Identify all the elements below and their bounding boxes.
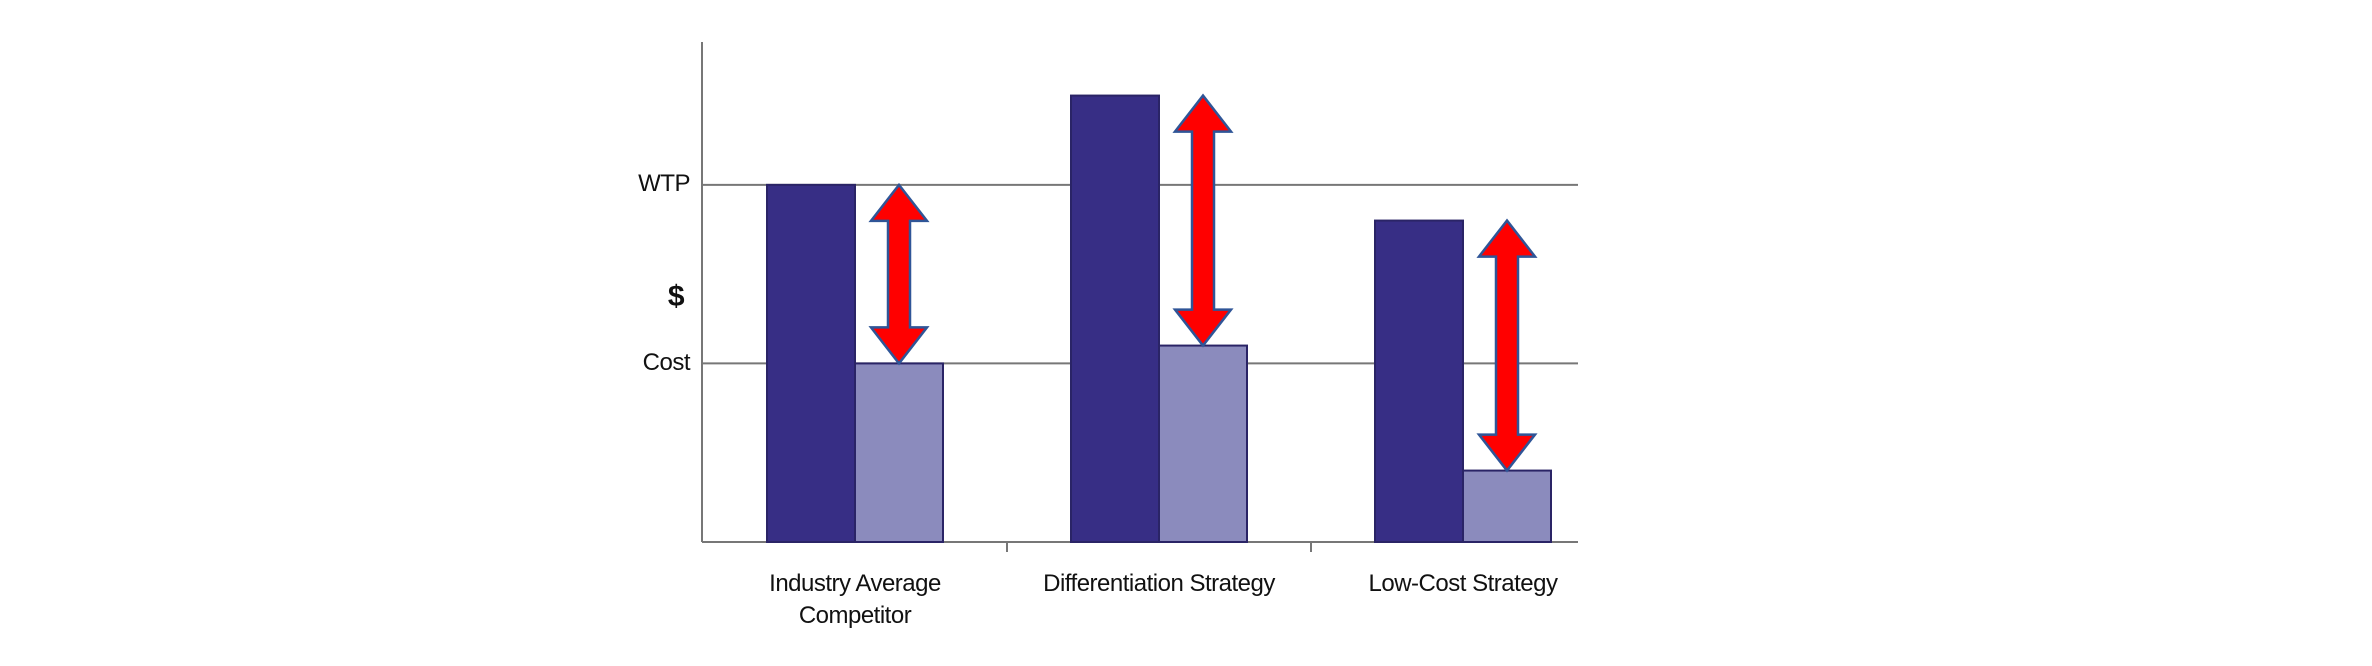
bar [1070,94,1160,543]
y-axis-label: $ [668,280,685,313]
y-tick-label: WTP [638,170,690,197]
value-arrow [1172,93,1234,348]
bar [766,183,856,543]
bar [1158,344,1248,544]
x-tick-label: Industry Average Competitor [769,570,941,629]
bar [1374,219,1464,543]
bar [1462,469,1552,544]
value-arrow [1476,218,1538,473]
bar [854,362,944,543]
value-arrow [868,182,930,366]
x-tick-label: Differentiation Strategy [1043,570,1275,597]
y-tick-label: Cost [643,349,691,376]
x-tick-label: Low-Cost Strategy [1368,570,1558,597]
